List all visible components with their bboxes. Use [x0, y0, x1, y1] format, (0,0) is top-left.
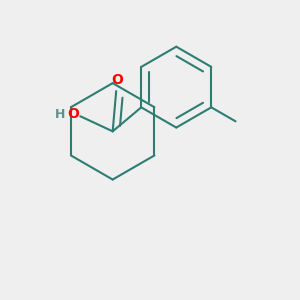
- Text: O: O: [111, 73, 123, 87]
- Text: H: H: [55, 108, 65, 121]
- Text: O: O: [68, 107, 79, 121]
